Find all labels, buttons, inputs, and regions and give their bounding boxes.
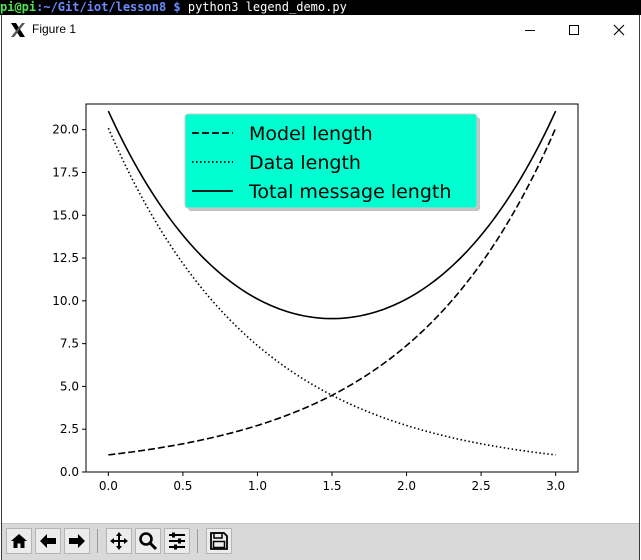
terminal-strip: pi@pi:~/Git/iot/lesson8 $ python3 legend…	[0, 0, 641, 15]
save-icon	[210, 532, 228, 550]
y-tick-label: 20.0	[52, 123, 79, 137]
terminal-path: :~/Git/iot/lesson8 $	[36, 0, 181, 14]
y-tick-label: 0.0	[60, 465, 79, 479]
maximize-icon	[568, 25, 579, 35]
back-arrow-icon	[40, 534, 56, 548]
plot-canvas[interactable]: 0.0 0.5 1.0 1.5 2.0 2.5 3.0 0.0 2.5 5.0 7.5 10.0 12.…	[2, 45, 641, 525]
minimize-button[interactable]	[507, 15, 552, 45]
y-tick-label: 17.5	[52, 165, 79, 179]
line-chart: 0.0 0.5 1.0 1.5 2.0 2.5 3.0 0.0 2.5 5.0 7.5 10.0 12.…	[52, 103, 579, 493]
x-tick-label: 3.0	[546, 479, 565, 493]
forward-arrow-icon	[69, 534, 85, 548]
legend-box	[184, 113, 478, 209]
home-icon	[11, 534, 27, 548]
home-button[interactable]	[6, 528, 32, 554]
legend-label: Model length	[249, 123, 373, 145]
x-tick-label: 2.5	[472, 479, 491, 493]
x-tick-label: 2.0	[397, 479, 416, 493]
subplots-config-icon	[169, 532, 185, 550]
y-tick-label: 2.5	[60, 422, 79, 436]
x-window-icon	[11, 23, 25, 37]
x-tick-label: 1.5	[322, 479, 341, 493]
y-tick-label: 5.0	[60, 379, 79, 393]
back-button[interactable]	[35, 528, 61, 554]
series-line-data-length	[107, 127, 556, 456]
series-lines	[107, 110, 557, 456]
x-tick-label: 1.0	[248, 479, 267, 493]
forward-button[interactable]	[64, 528, 90, 554]
x-tick-label: 0.5	[173, 479, 192, 493]
pan-button[interactable]	[106, 528, 132, 554]
toolbar-separator	[97, 529, 98, 553]
window-title: Figure 1	[32, 22, 77, 36]
maximize-button[interactable]	[551, 15, 596, 45]
close-button[interactable]	[596, 15, 641, 45]
legend-label: Total message length	[248, 181, 451, 203]
minimize-icon	[524, 30, 535, 31]
figure-window: Figure 1 0.0 0.5 1.0 1.5 2.0 2.5 3.0 0.0 2.5 5.0 7…	[1, 15, 640, 560]
y-tick-label: 7.5	[60, 337, 79, 351]
configure-subplots-button[interactable]	[164, 528, 190, 554]
terminal-command: python3 legend_demo.py	[180, 0, 347, 14]
terminal-user-host: pi@pi	[0, 0, 37, 14]
save-button[interactable]	[206, 528, 232, 554]
axis-ticks: 0.0 0.5 1.0 1.5 2.0 2.5 3.0 0.0 2.5 5.0 7.5 10.0 12.…	[52, 123, 565, 493]
y-tick-label: 12.5	[52, 251, 79, 265]
title-bar[interactable]: Figure 1	[2, 15, 639, 45]
y-tick-label: 15.0	[52, 208, 79, 222]
x-tick-label: 0.0	[99, 479, 118, 493]
zoom-button[interactable]	[135, 528, 161, 554]
series-line-total-message-length	[107, 110, 557, 320]
legend: Model length Data length Total message len…	[184, 113, 480, 211]
y-tick-label: 10.0	[52, 294, 79, 308]
toolbar-separator	[197, 529, 198, 553]
pan-icon	[110, 532, 128, 550]
series-line-model-length	[108, 127, 557, 456]
close-icon	[613, 24, 624, 36]
navigation-toolbar	[2, 523, 639, 560]
zoom-icon	[139, 532, 158, 551]
legend-label: Data length	[249, 152, 361, 174]
